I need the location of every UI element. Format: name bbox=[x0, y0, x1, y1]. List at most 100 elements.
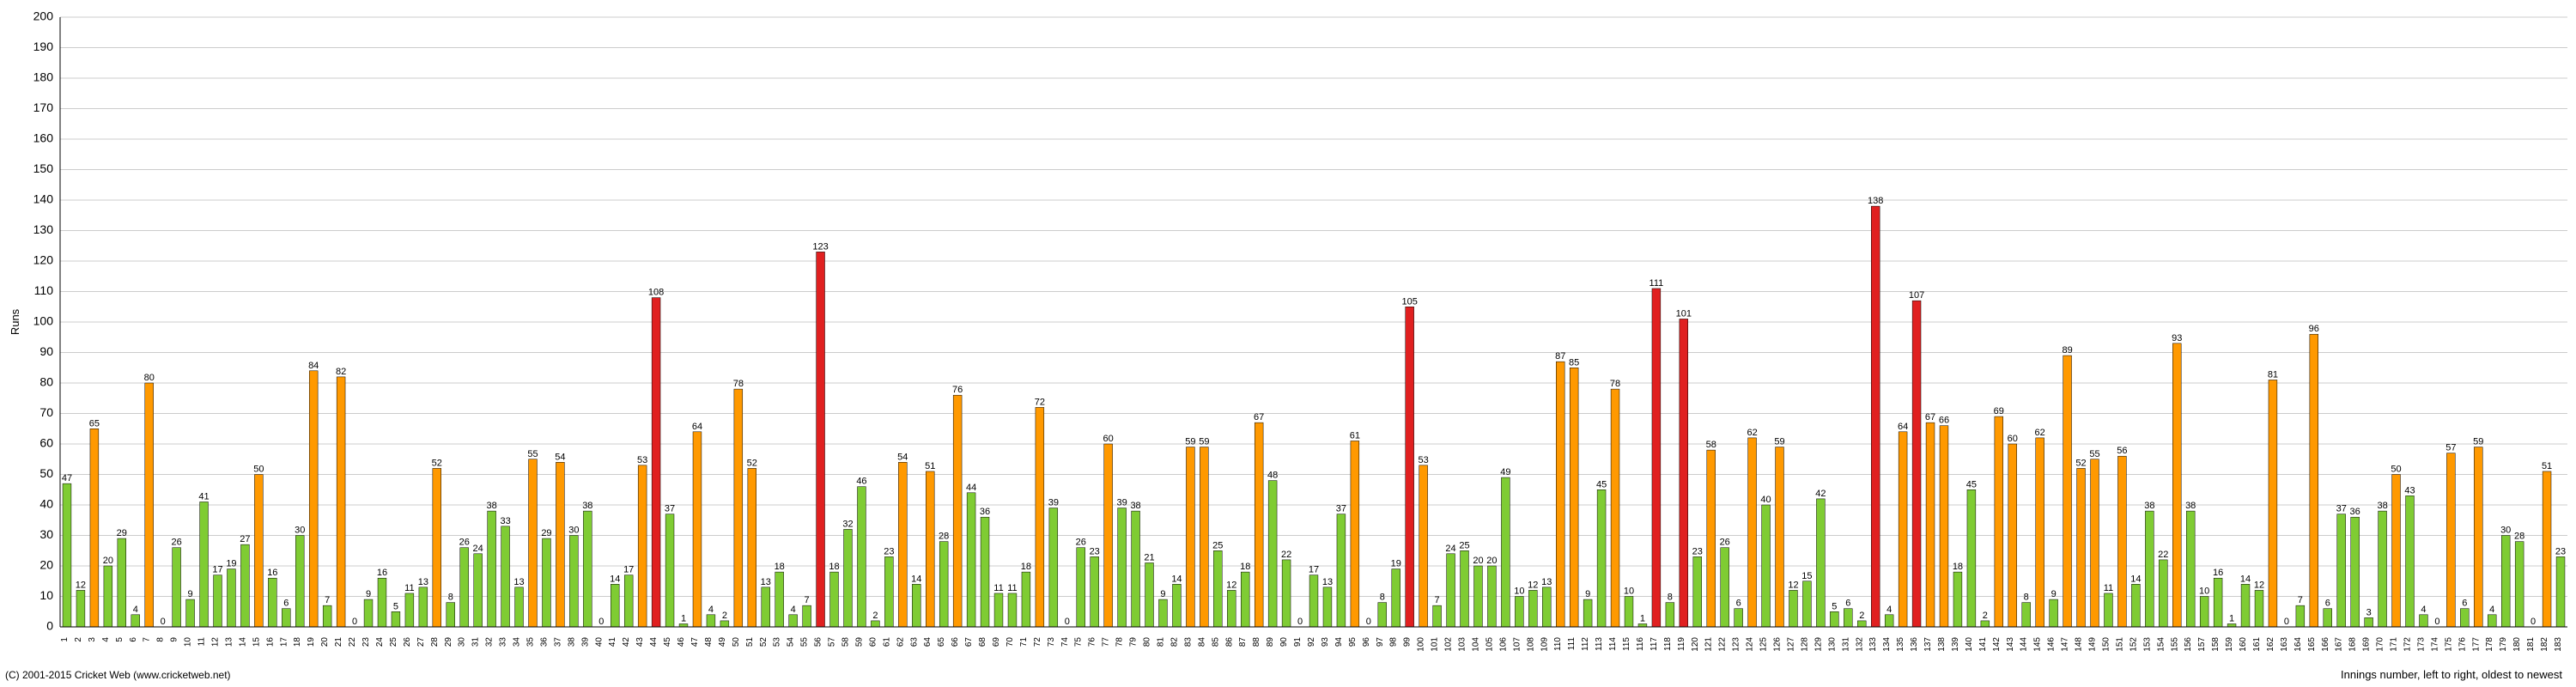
bar-value-label: 12 bbox=[2254, 580, 2264, 590]
bar bbox=[1542, 587, 1551, 627]
bar-value-label: 14 bbox=[911, 574, 921, 584]
bar-value-label: 55 bbox=[527, 449, 538, 459]
x-tick-label: 41 bbox=[608, 637, 617, 647]
x-tick-label: 115 bbox=[1622, 637, 1631, 651]
bar bbox=[2351, 517, 2360, 627]
bar bbox=[1570, 368, 1578, 627]
x-tick-label: 9 bbox=[170, 637, 179, 642]
x-tick-label: 155 bbox=[2170, 637, 2179, 652]
bar bbox=[1282, 560, 1291, 627]
y-axis-title: Runs bbox=[9, 308, 21, 335]
bar-value-label: 1 bbox=[681, 613, 686, 623]
bar bbox=[1748, 438, 1757, 627]
bar bbox=[1337, 514, 1346, 627]
x-tick-label: 108 bbox=[1526, 637, 1535, 652]
x-tick-label: 17 bbox=[279, 637, 289, 647]
bar bbox=[858, 487, 866, 627]
bar-value-label: 2 bbox=[1859, 611, 1864, 621]
bar-value-label: 14 bbox=[1171, 574, 1182, 584]
x-tick-label: 39 bbox=[580, 637, 590, 647]
x-tick-label: 93 bbox=[1321, 637, 1330, 647]
y-tick-label: 200 bbox=[33, 9, 54, 23]
bar bbox=[2269, 380, 2277, 627]
bar-value-label: 19 bbox=[226, 559, 236, 569]
bar-value-label: 54 bbox=[555, 452, 565, 462]
bar bbox=[254, 475, 263, 628]
bar bbox=[118, 538, 126, 627]
x-tick-label: 51 bbox=[745, 637, 755, 647]
x-tick-label: 170 bbox=[2376, 637, 2385, 652]
bar bbox=[2501, 536, 2510, 628]
x-tick-label: 72 bbox=[1033, 637, 1042, 647]
bar-value-label: 2 bbox=[872, 611, 878, 621]
bar-value-label: 64 bbox=[1898, 422, 1908, 432]
x-tick-label: 152 bbox=[2129, 637, 2138, 652]
bar-value-label: 0 bbox=[1065, 617, 1070, 627]
x-tick-label: 25 bbox=[389, 637, 398, 647]
bar bbox=[1132, 511, 1140, 627]
bar bbox=[1392, 569, 1400, 627]
x-tick-label: 58 bbox=[841, 637, 850, 647]
bar bbox=[2241, 584, 2250, 627]
x-tick-label: 181 bbox=[2526, 637, 2536, 652]
bar-value-label: 42 bbox=[1815, 489, 1826, 499]
bar bbox=[2172, 344, 2181, 627]
x-tick-label: 18 bbox=[293, 637, 302, 647]
bar bbox=[1118, 508, 1127, 627]
x-tick-label: 82 bbox=[1170, 637, 1179, 647]
x-tick-label: 35 bbox=[526, 637, 535, 647]
y-tick-label: 100 bbox=[33, 314, 54, 328]
x-tick-label: 142 bbox=[1992, 637, 2002, 652]
x-tick-label: 65 bbox=[937, 637, 946, 647]
bar bbox=[1721, 548, 1729, 627]
bar bbox=[1515, 597, 1523, 628]
bar-value-label: 59 bbox=[1774, 437, 1784, 447]
bar-value-label: 47 bbox=[62, 473, 72, 483]
x-tick-label: 22 bbox=[348, 637, 357, 647]
bar-value-label: 53 bbox=[1419, 455, 1429, 465]
x-tick-label: 21 bbox=[334, 637, 343, 647]
x-tick-label: 114 bbox=[1608, 637, 1618, 651]
bar-value-label: 51 bbox=[2542, 461, 2552, 471]
x-tick-label: 11 bbox=[197, 637, 207, 647]
x-tick-label: 69 bbox=[992, 637, 1001, 647]
bar bbox=[282, 609, 290, 627]
bar bbox=[1735, 609, 1743, 627]
bar bbox=[1487, 566, 1496, 627]
bar bbox=[1830, 611, 1838, 627]
bar bbox=[405, 593, 414, 627]
bar-value-label: 12 bbox=[1226, 580, 1236, 590]
bar bbox=[1022, 572, 1030, 627]
x-tick-label: 129 bbox=[1814, 637, 1823, 652]
bar bbox=[392, 611, 400, 627]
x-tick-label: 148 bbox=[2075, 637, 2084, 652]
runs-bar-chart: 0102030405060708090100110120130140150160… bbox=[0, 0, 2576, 687]
bar-value-label: 0 bbox=[161, 617, 166, 627]
bar bbox=[953, 395, 962, 627]
bar-value-label: 18 bbox=[1953, 562, 1963, 572]
x-tick-label: 12 bbox=[211, 637, 221, 647]
bar-value-label: 50 bbox=[2391, 465, 2401, 475]
bar bbox=[583, 511, 592, 627]
bar-value-label: 3 bbox=[2366, 607, 2372, 617]
y-tick-label: 0 bbox=[46, 619, 53, 633]
x-tick-label: 125 bbox=[1759, 637, 1769, 652]
x-tick-label: 103 bbox=[1458, 637, 1467, 652]
x-tick-label: 144 bbox=[2020, 637, 2029, 652]
bar-value-label: 25 bbox=[1459, 540, 1469, 550]
x-tick-label: 97 bbox=[1376, 637, 1385, 647]
bar-value-label: 16 bbox=[267, 568, 277, 578]
bar-value-label: 61 bbox=[1350, 430, 1360, 441]
bar bbox=[104, 566, 112, 627]
bar bbox=[433, 468, 441, 627]
bar-value-label: 24 bbox=[1445, 544, 1455, 554]
bar bbox=[898, 462, 907, 627]
bar-value-label: 25 bbox=[1212, 540, 1223, 550]
bar bbox=[2392, 475, 2401, 628]
x-tick-label: 49 bbox=[718, 637, 727, 647]
x-tick-label: 122 bbox=[1718, 637, 1728, 652]
x-tick-label: 15 bbox=[252, 637, 261, 647]
x-tick-label: 1 bbox=[60, 637, 70, 642]
bar-value-label: 2 bbox=[1983, 611, 1988, 621]
x-tick-label: 32 bbox=[485, 637, 495, 647]
